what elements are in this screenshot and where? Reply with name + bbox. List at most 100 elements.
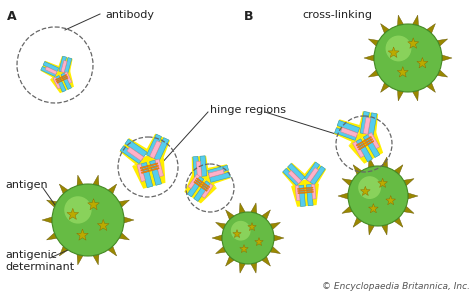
Bar [210, 172, 230, 182]
Polygon shape [334, 119, 361, 143]
Bar [188, 174, 200, 189]
Polygon shape [77, 175, 83, 186]
Polygon shape [398, 91, 403, 101]
Polygon shape [239, 203, 245, 213]
Polygon shape [382, 157, 388, 168]
Polygon shape [398, 15, 403, 26]
Bar [193, 157, 200, 177]
Bar [335, 128, 357, 140]
Bar [194, 181, 207, 191]
Bar [64, 58, 72, 73]
Bar [187, 176, 204, 197]
Circle shape [231, 221, 251, 241]
Bar [120, 146, 142, 164]
Polygon shape [108, 184, 117, 194]
Polygon shape [368, 39, 379, 46]
Polygon shape [348, 130, 383, 164]
Bar [208, 165, 228, 175]
Bar [358, 140, 374, 150]
Bar [283, 168, 300, 186]
Polygon shape [270, 222, 281, 229]
Circle shape [374, 24, 442, 92]
Polygon shape [408, 38, 419, 48]
Bar [341, 127, 358, 138]
Polygon shape [364, 55, 374, 61]
Circle shape [52, 184, 124, 256]
Text: antigen: antigen [5, 180, 47, 190]
Polygon shape [233, 230, 241, 238]
Bar [306, 184, 313, 206]
Polygon shape [408, 193, 418, 199]
Bar [154, 138, 169, 161]
Polygon shape [274, 235, 284, 241]
Polygon shape [240, 244, 248, 252]
Polygon shape [97, 219, 109, 230]
Polygon shape [348, 130, 375, 146]
Bar [155, 159, 164, 177]
Polygon shape [404, 178, 414, 186]
Bar [55, 75, 67, 80]
Bar [127, 147, 144, 161]
Bar [209, 169, 224, 177]
Polygon shape [255, 238, 263, 246]
Polygon shape [192, 156, 210, 177]
Bar [298, 191, 313, 194]
Polygon shape [77, 255, 83, 265]
Polygon shape [216, 222, 226, 229]
Bar [288, 163, 305, 181]
Bar [360, 111, 369, 134]
Polygon shape [184, 172, 217, 203]
Bar [201, 184, 213, 198]
Bar [298, 187, 313, 189]
Bar [150, 160, 162, 185]
Polygon shape [226, 256, 234, 266]
Bar [200, 156, 207, 176]
Polygon shape [93, 175, 99, 186]
Polygon shape [397, 67, 408, 77]
Bar [55, 75, 66, 92]
Polygon shape [378, 178, 387, 187]
Polygon shape [262, 210, 271, 219]
Bar [356, 139, 373, 162]
Polygon shape [404, 206, 414, 213]
Polygon shape [381, 23, 389, 33]
Polygon shape [282, 163, 307, 187]
Polygon shape [291, 179, 319, 186]
Bar [43, 61, 59, 72]
Polygon shape [368, 70, 379, 77]
Bar [141, 165, 158, 171]
Text: cross-linking: cross-linking [302, 10, 372, 20]
Bar [299, 185, 305, 206]
Polygon shape [119, 200, 129, 207]
Polygon shape [368, 225, 374, 235]
Polygon shape [438, 70, 447, 77]
Bar [41, 67, 56, 77]
Polygon shape [338, 193, 348, 199]
Polygon shape [226, 210, 234, 219]
Polygon shape [132, 158, 165, 189]
Bar [61, 73, 72, 89]
Text: antigenic
determinant: antigenic determinant [5, 250, 74, 271]
Bar [196, 178, 210, 188]
Bar [337, 120, 360, 133]
Polygon shape [57, 56, 73, 74]
Text: A: A [7, 10, 17, 23]
Bar [357, 138, 373, 148]
Polygon shape [360, 186, 370, 195]
Bar [295, 186, 300, 200]
Bar [364, 135, 380, 157]
Polygon shape [251, 203, 257, 213]
Bar [196, 161, 202, 177]
Polygon shape [59, 246, 68, 256]
Polygon shape [342, 178, 352, 186]
Polygon shape [270, 247, 281, 254]
Polygon shape [394, 165, 403, 174]
Polygon shape [239, 263, 245, 273]
Polygon shape [42, 217, 52, 223]
Polygon shape [88, 199, 100, 210]
Polygon shape [417, 57, 428, 68]
Circle shape [222, 212, 274, 264]
Bar [311, 184, 316, 199]
Bar [150, 141, 161, 158]
Text: antibody: antibody [105, 10, 154, 20]
